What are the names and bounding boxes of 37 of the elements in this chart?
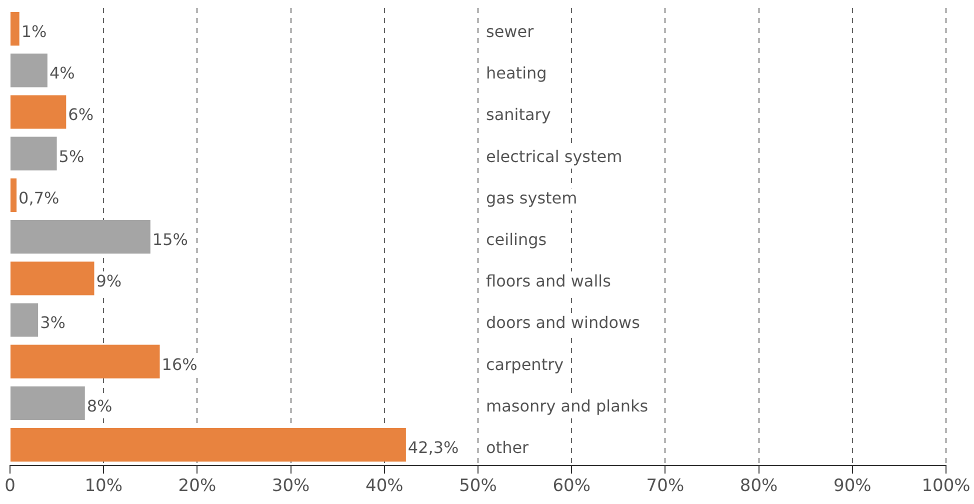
bar [10, 262, 94, 296]
x-tick-label: 100% [922, 476, 970, 496]
x-tick-label: 70% [646, 476, 684, 496]
data-label: 1% [21, 22, 47, 41]
data-label: 5% [58, 146, 84, 166]
data-label: 0,7% [18, 188, 60, 208]
data-label: 4% [49, 64, 75, 83]
y-tick-label: gas system [486, 188, 578, 208]
data-label: 3% [40, 313, 66, 332]
x-tick-label: 20% [178, 476, 216, 496]
y-tick-label: carpentry [486, 354, 564, 374]
data-label: 15% [152, 230, 188, 249]
data-label: 16% [162, 354, 198, 374]
x-tick-label: 60% [552, 476, 590, 496]
x-tick-label: 40% [366, 476, 404, 496]
y-tick-label: floors and walls [486, 272, 611, 291]
y-tick-label: electrical system [486, 146, 622, 166]
y-tick-label: masonry and planks [486, 396, 648, 416]
data-label: 8% [86, 396, 112, 416]
bar [10, 344, 160, 378]
data-label: 42,3% [408, 438, 459, 457]
y-tick-label: sanitary [486, 105, 551, 124]
y-tick-label: ceilings [486, 230, 547, 249]
y-tick-label: other [486, 438, 530, 457]
x-tick-label: 50% [459, 476, 497, 496]
bar [10, 178, 17, 212]
y-tick-label: heating [486, 64, 547, 83]
y-tick-label: sewer [486, 22, 534, 41]
x-tick-label: 90% [834, 476, 872, 496]
data-label: 9% [96, 272, 122, 291]
x-tick-label: 30% [272, 476, 310, 496]
bar [10, 386, 85, 420]
x-tick-label: 0 [4, 476, 16, 496]
x-tick-label: 80% [740, 476, 778, 496]
x-tick-label: 10% [84, 476, 122, 496]
data-label: 6% [68, 105, 94, 124]
y-tick-label: doors and windows [486, 313, 640, 332]
